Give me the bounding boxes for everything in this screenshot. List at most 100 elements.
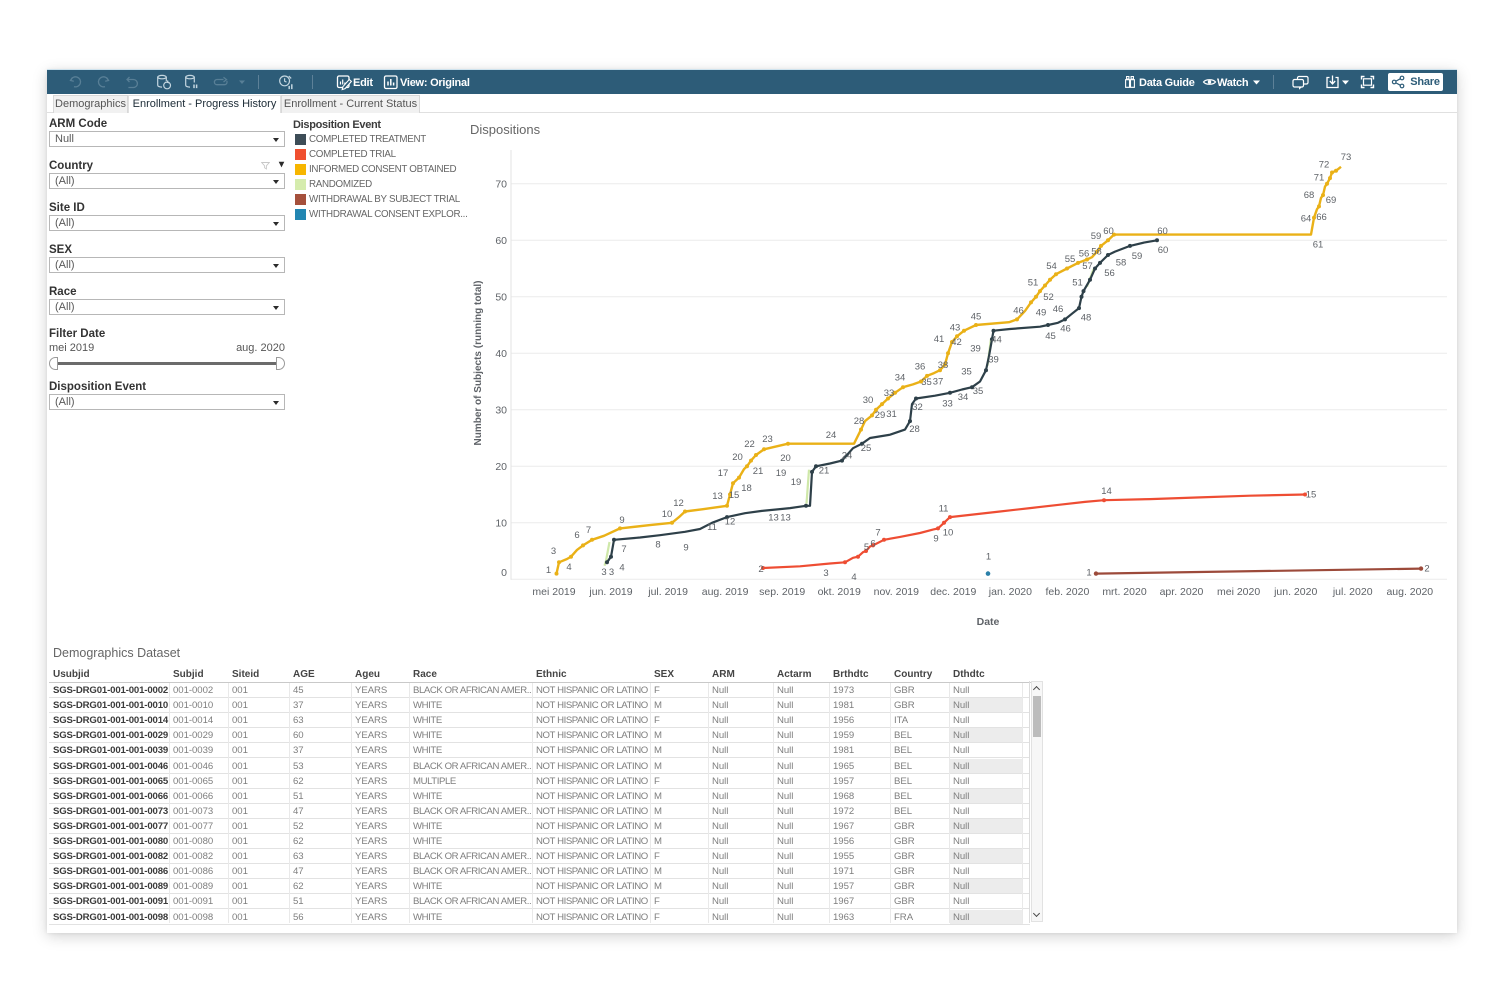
- svg-text:29: 29: [875, 410, 886, 421]
- svg-text:32: 32: [912, 402, 923, 413]
- svg-text:9: 9: [619, 515, 624, 526]
- svg-text:58: 58: [1091, 247, 1102, 258]
- svg-text:okt. 2019: okt. 2019: [818, 586, 861, 598]
- svg-text:54: 54: [1046, 261, 1057, 272]
- svg-text:mei 2020: mei 2020: [1217, 586, 1260, 598]
- svg-text:1: 1: [986, 552, 991, 563]
- svg-text:17: 17: [718, 468, 729, 479]
- svg-text:28: 28: [854, 416, 865, 427]
- svg-text:15: 15: [729, 490, 740, 501]
- svg-text:7: 7: [875, 528, 880, 539]
- svg-text:2: 2: [1424, 564, 1429, 575]
- svg-text:64: 64: [1301, 214, 1312, 225]
- svg-text:7: 7: [621, 544, 626, 555]
- svg-text:4: 4: [851, 572, 856, 583]
- svg-text:60: 60: [1157, 226, 1168, 237]
- svg-text:2: 2: [758, 564, 763, 575]
- svg-text:4: 4: [566, 562, 571, 573]
- svg-text:10: 10: [662, 509, 673, 520]
- svg-text:13: 13: [712, 491, 723, 502]
- svg-text:33: 33: [884, 388, 895, 399]
- svg-text:sep. 2019: sep. 2019: [759, 586, 805, 598]
- svg-text:66: 66: [1316, 212, 1327, 223]
- svg-text:Dispositions: Dispositions: [470, 122, 541, 137]
- svg-text:aug. 2019: aug. 2019: [702, 586, 749, 598]
- svg-text:20: 20: [732, 452, 743, 463]
- svg-text:33: 33: [942, 399, 953, 410]
- svg-text:39: 39: [970, 344, 981, 355]
- svg-text:70: 70: [495, 178, 507, 190]
- svg-text:nov. 2019: nov. 2019: [874, 586, 920, 598]
- svg-text:9: 9: [683, 543, 688, 554]
- svg-text:40: 40: [495, 348, 507, 360]
- svg-text:4: 4: [619, 563, 624, 574]
- svg-text:24: 24: [842, 451, 853, 462]
- svg-text:37: 37: [933, 377, 944, 388]
- svg-text:31: 31: [886, 409, 897, 420]
- svg-text:dec. 2019: dec. 2019: [930, 586, 976, 598]
- svg-text:28: 28: [909, 424, 920, 435]
- svg-text:39: 39: [988, 355, 999, 366]
- svg-text:59: 59: [1132, 251, 1143, 262]
- svg-text:6: 6: [870, 539, 875, 550]
- svg-text:73: 73: [1341, 152, 1352, 163]
- svg-text:Number of Subjects (running to: Number of Subjects (running total): [473, 281, 484, 446]
- svg-text:38: 38: [938, 360, 949, 371]
- svg-text:69: 69: [1326, 195, 1337, 206]
- svg-text:8: 8: [655, 540, 660, 551]
- svg-text:11: 11: [939, 504, 949, 515]
- svg-text:72: 72: [1319, 160, 1330, 171]
- svg-text:mei 2019: mei 2019: [532, 586, 575, 598]
- svg-text:apr. 2020: apr. 2020: [1160, 586, 1204, 598]
- svg-text:46: 46: [1060, 324, 1071, 335]
- svg-text:1: 1: [546, 565, 551, 576]
- svg-text:21: 21: [753, 466, 764, 477]
- svg-text:49: 49: [1036, 308, 1047, 319]
- svg-text:56: 56: [1079, 249, 1090, 260]
- svg-text:56: 56: [1104, 268, 1115, 279]
- svg-text:18: 18: [741, 483, 752, 494]
- svg-text:34: 34: [958, 392, 969, 403]
- svg-text:0: 0: [501, 567, 507, 579]
- svg-text:3: 3: [551, 546, 556, 557]
- svg-text:50: 50: [495, 291, 507, 303]
- svg-text:aug. 2020: aug. 2020: [1386, 586, 1433, 598]
- svg-text:19: 19: [791, 477, 802, 488]
- svg-text:jul. 2019: jul. 2019: [647, 586, 688, 598]
- svg-text:60: 60: [495, 235, 507, 247]
- svg-text:44: 44: [991, 335, 1002, 346]
- svg-text:58: 58: [1116, 258, 1127, 269]
- svg-text:55: 55: [1065, 254, 1076, 265]
- svg-text:12: 12: [725, 517, 736, 528]
- svg-text:jan. 2020: jan. 2020: [988, 586, 1032, 598]
- svg-text:34: 34: [895, 373, 906, 384]
- svg-text:25: 25: [861, 443, 872, 454]
- svg-text:61: 61: [1313, 240, 1324, 251]
- svg-text:10: 10: [943, 528, 954, 539]
- svg-text:15: 15: [1306, 490, 1317, 501]
- svg-text:7: 7: [586, 525, 591, 536]
- svg-text:3: 3: [609, 567, 614, 578]
- svg-text:46: 46: [1053, 304, 1064, 315]
- svg-text:13: 13: [768, 513, 779, 524]
- svg-text:feb. 2020: feb. 2020: [1046, 586, 1090, 598]
- svg-text:13: 13: [780, 513, 791, 524]
- svg-text:59: 59: [1091, 231, 1102, 242]
- svg-text:60: 60: [1103, 226, 1114, 237]
- svg-text:10: 10: [495, 517, 507, 529]
- svg-text:52: 52: [1043, 292, 1054, 303]
- svg-text:42: 42: [951, 337, 962, 348]
- svg-text:71: 71: [1314, 173, 1325, 184]
- svg-text:57: 57: [1082, 261, 1093, 272]
- svg-text:22: 22: [744, 439, 755, 450]
- svg-text:45: 45: [971, 312, 982, 323]
- svg-text:jul. 2020: jul. 2020: [1332, 586, 1373, 598]
- svg-text:60: 60: [1158, 245, 1169, 256]
- svg-text:14: 14: [1101, 486, 1112, 497]
- svg-text:35: 35: [961, 367, 972, 378]
- svg-text:30: 30: [495, 404, 507, 416]
- svg-text:Date: Date: [977, 616, 1000, 628]
- svg-text:3: 3: [823, 568, 828, 579]
- svg-text:1: 1: [1086, 568, 1091, 579]
- svg-text:30: 30: [863, 395, 874, 406]
